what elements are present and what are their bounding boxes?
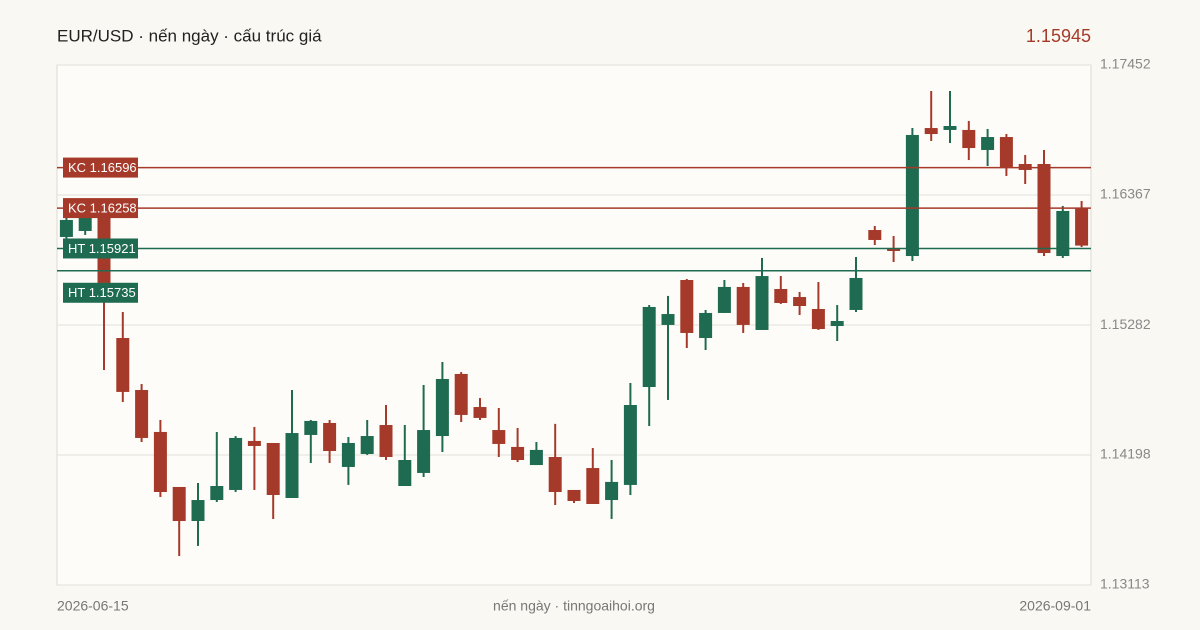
source: nến ngày · tinngoaihoi.org <box>493 598 655 614</box>
level-label: HT 1.15921 <box>68 241 136 256</box>
level-label: KC 1.16596 <box>68 160 137 175</box>
candle-body <box>905 134 919 257</box>
candle-body <box>999 137 1013 167</box>
candle-body <box>680 279 694 333</box>
candle-body <box>605 481 619 501</box>
level-tag <box>63 238 138 259</box>
candle-body <box>830 320 844 327</box>
candle-body <box>229 437 243 490</box>
y-tick-label: 1.14198 <box>1100 446 1151 462</box>
candle-body <box>623 404 637 485</box>
candle-body <box>379 425 393 458</box>
y-tick-label: 1.16367 <box>1100 186 1151 202</box>
candle-body <box>736 286 750 325</box>
candle-body <box>943 126 957 130</box>
candle-body <box>59 219 73 237</box>
level-tag <box>63 157 138 178</box>
y-tick-label: 1.17452 <box>1100 56 1151 72</box>
candle-body <box>398 460 412 487</box>
candle-body <box>567 489 581 501</box>
candle-body <box>981 137 995 150</box>
candle-body <box>849 277 863 310</box>
x-end-label: 2026-09-01 <box>1019 598 1091 614</box>
candle-body <box>699 312 713 339</box>
y-tick-label: 1.15282 <box>1100 316 1151 332</box>
candle-body <box>417 430 431 473</box>
level-tag <box>63 198 138 219</box>
candle-body <box>887 248 901 251</box>
candle-body <box>285 433 299 498</box>
chart-title: EUR/USD · nến ngày · cấu trúc giá <box>57 26 322 45</box>
candle-body <box>360 436 374 455</box>
candle-body <box>191 500 205 522</box>
y-tick-label: 1.13113 <box>1100 576 1150 592</box>
candle-body <box>1056 210 1070 257</box>
level-label: KC 1.16258 <box>68 201 137 216</box>
candle-body <box>717 286 731 313</box>
candle-body <box>247 440 261 446</box>
candle-body <box>548 457 562 493</box>
x-start-label: 2026-06-15 <box>57 598 129 614</box>
candle-body <box>811 309 825 330</box>
candle-body <box>492 430 506 444</box>
candle-body <box>454 373 468 415</box>
last-price: 1.15945 <box>1026 26 1091 46</box>
candle-body <box>661 314 675 325</box>
level-label: HT 1.15735 <box>68 285 136 300</box>
candle-body <box>924 128 938 135</box>
candle-body <box>435 378 449 437</box>
candle-body <box>774 288 788 304</box>
candle-body <box>793 297 807 307</box>
candle-body <box>153 431 167 493</box>
candle-body <box>266 442 280 495</box>
candle-body <box>586 468 600 504</box>
candle-body <box>1075 207 1089 246</box>
candle-body <box>473 407 487 418</box>
candle-body <box>172 486 186 522</box>
candle-body <box>962 129 976 149</box>
candle-body <box>529 449 543 466</box>
candle-body <box>511 446 525 461</box>
level-tag <box>63 282 138 303</box>
candle-body <box>210 486 224 501</box>
candle-body <box>304 420 318 435</box>
candle-body <box>135 390 149 438</box>
candle-body <box>323 422 337 452</box>
candle-body <box>642 306 656 388</box>
candle-body <box>868 230 882 240</box>
candle-body <box>755 276 769 330</box>
candle-body <box>341 442 355 467</box>
candle-body <box>116 338 130 392</box>
